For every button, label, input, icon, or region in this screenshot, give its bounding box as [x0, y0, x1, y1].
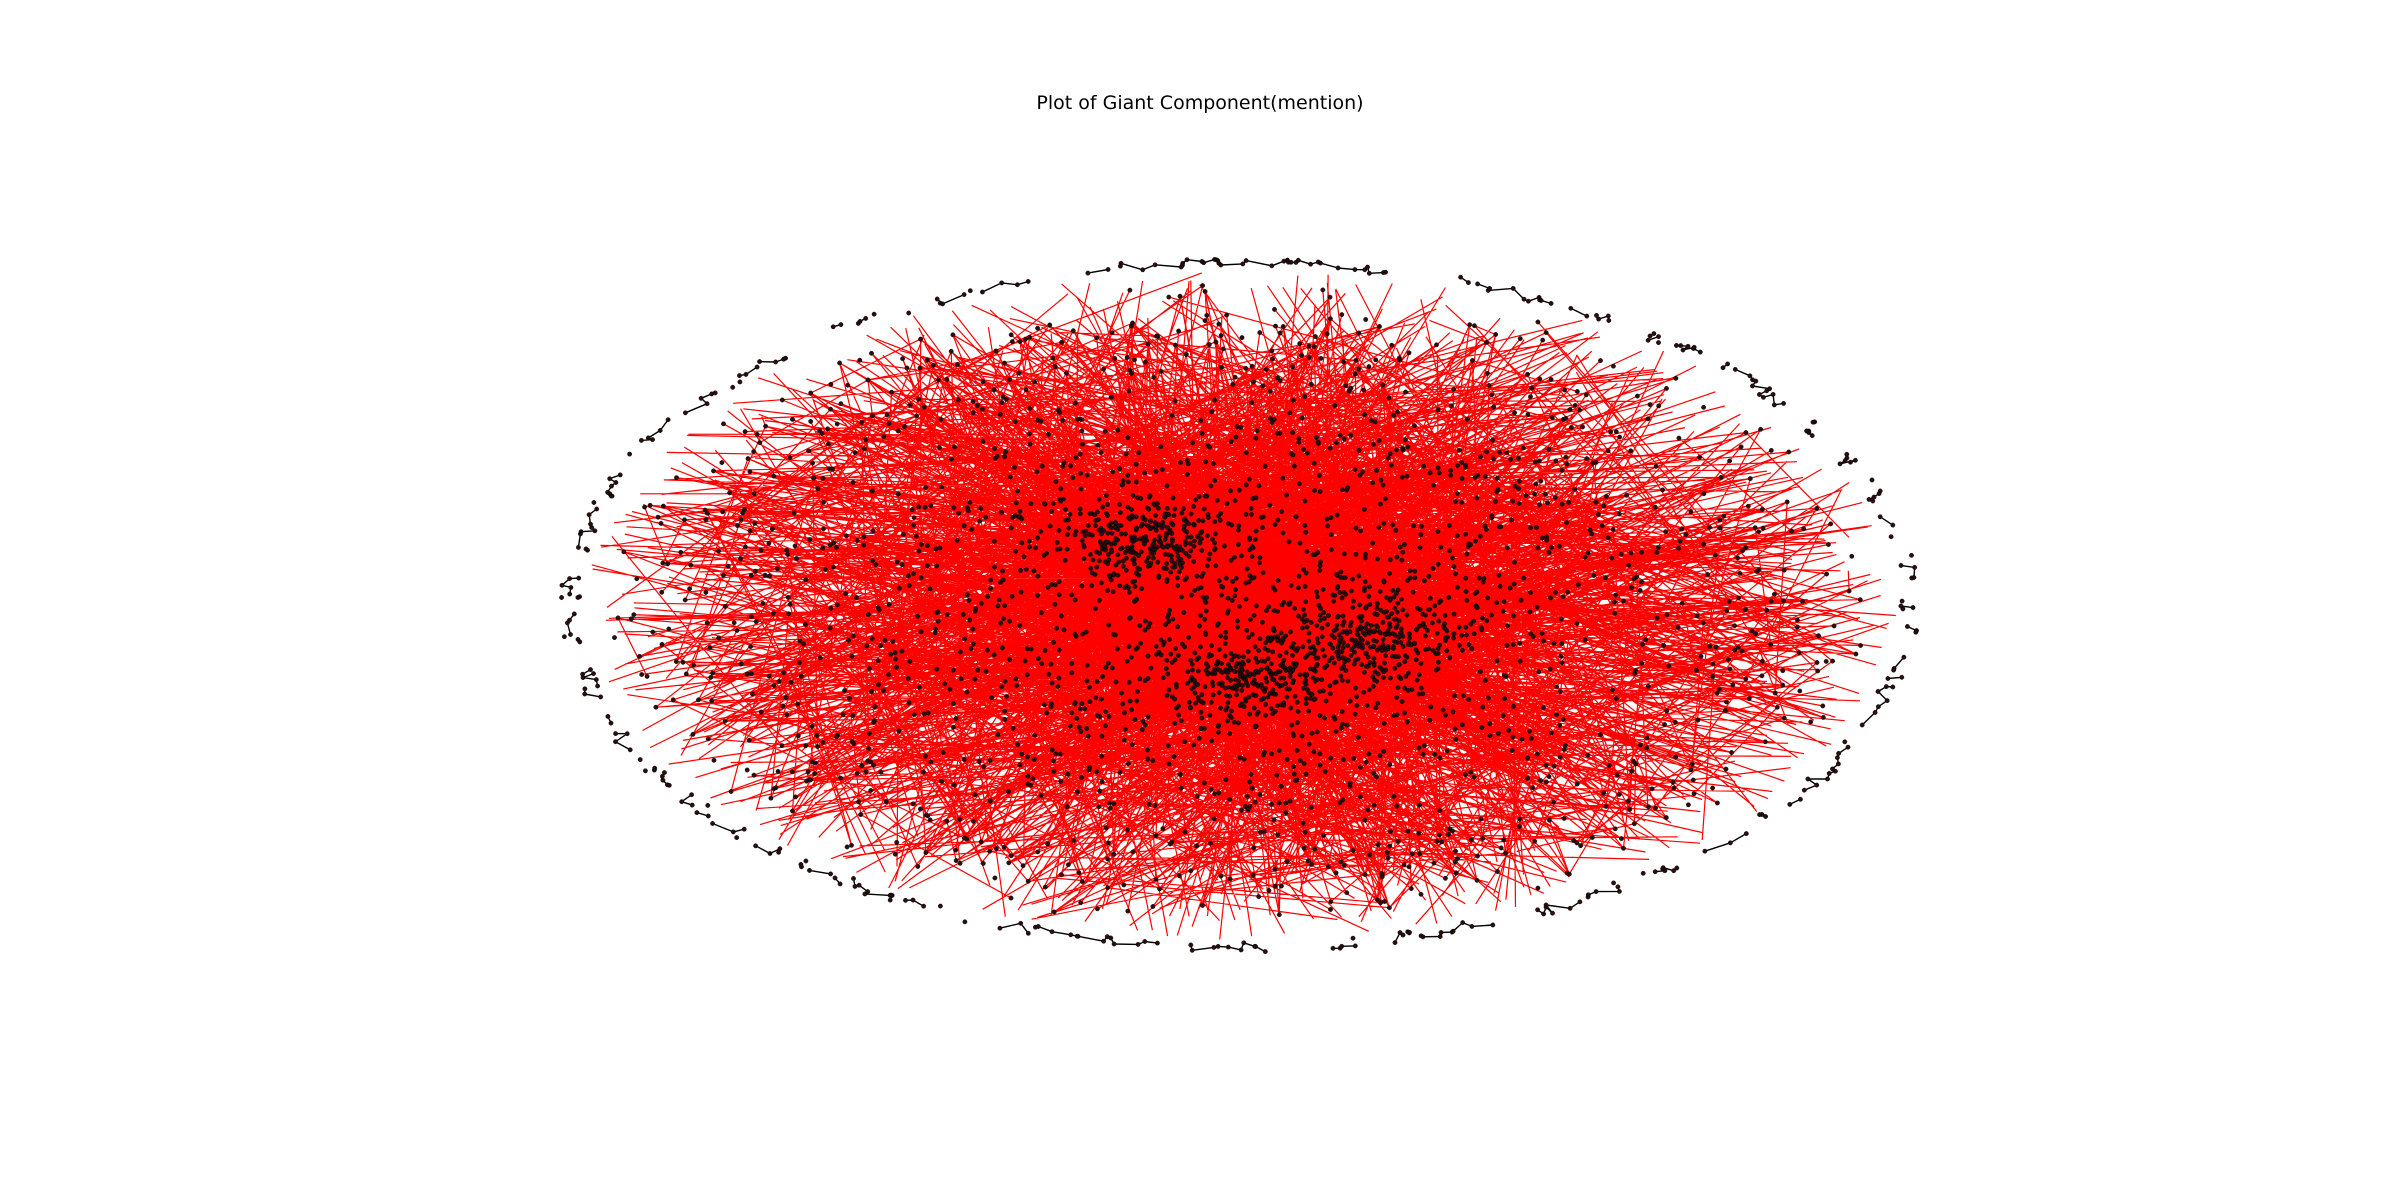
graph-edges: [591, 272, 1896, 940]
plot-title: Plot of Giant Component(mention): [1036, 92, 1364, 114]
graph-nodes: [559, 257, 1919, 954]
nodes-layer: [559, 257, 1919, 954]
edges-layer: [591, 272, 1896, 940]
